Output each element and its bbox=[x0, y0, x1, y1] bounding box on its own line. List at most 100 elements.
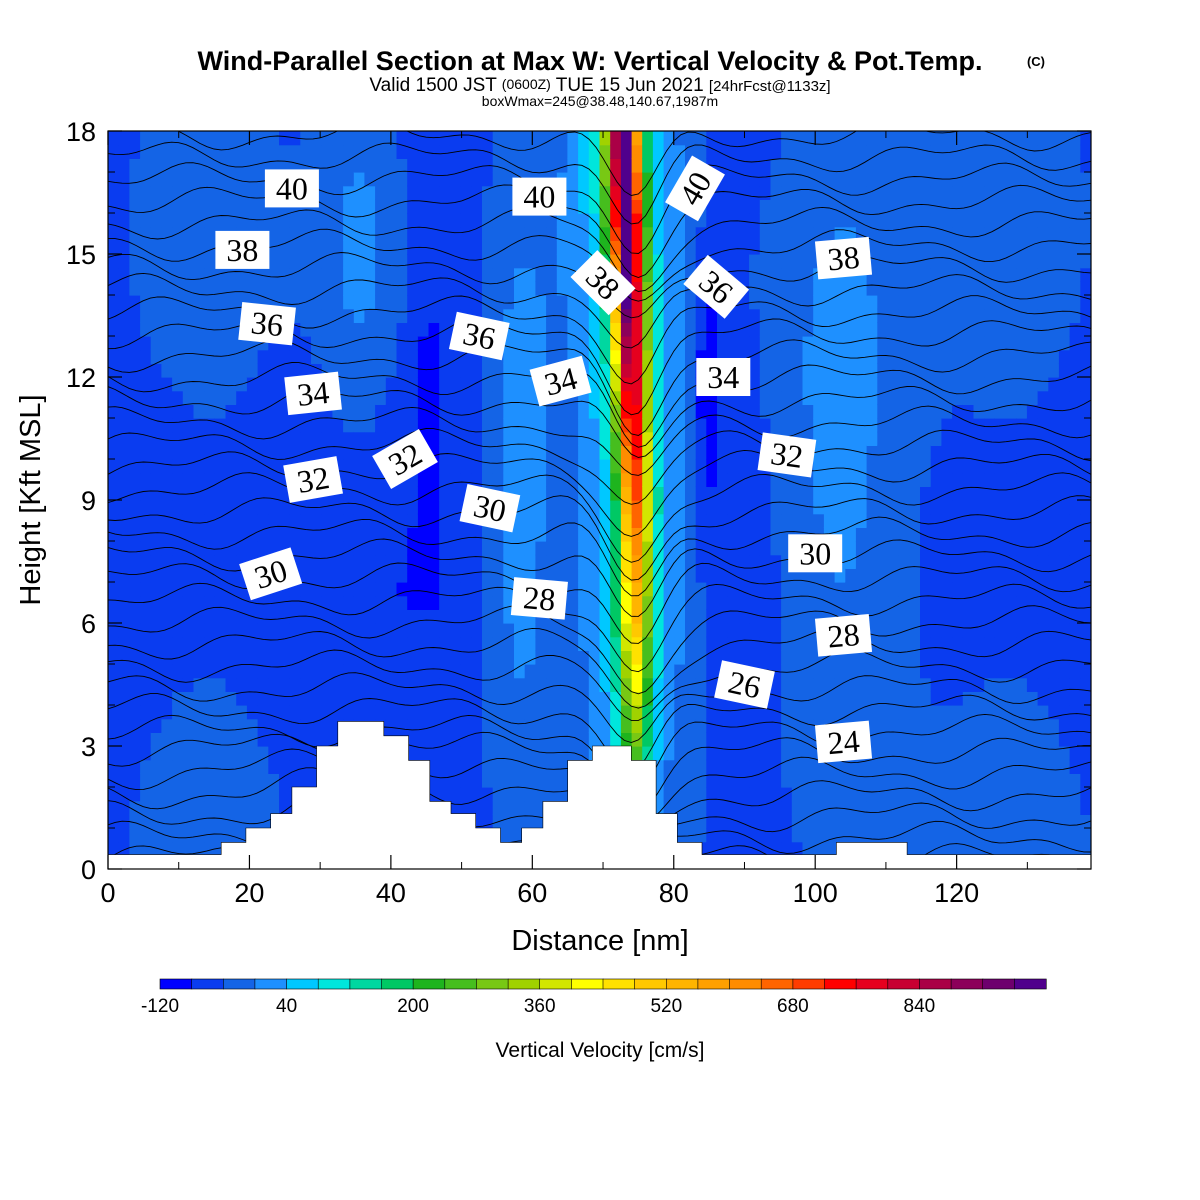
velocity-cell bbox=[791, 677, 804, 692]
velocity-cell bbox=[941, 773, 953, 788]
velocity-cell bbox=[994, 636, 1007, 651]
velocity-cell bbox=[1005, 267, 1017, 282]
velocity-cell bbox=[888, 746, 900, 761]
velocity-cell bbox=[503, 377, 515, 392]
velocity-cell bbox=[877, 418, 889, 433]
velocity-cell bbox=[1058, 158, 1071, 173]
velocity-cell bbox=[1048, 131, 1060, 146]
velocity-cell bbox=[866, 486, 878, 501]
velocity-cell bbox=[920, 486, 932, 501]
velocity-cell bbox=[1069, 500, 1081, 515]
velocity-cell bbox=[1080, 513, 1091, 528]
velocity-cell bbox=[952, 541, 964, 556]
velocity-cell bbox=[877, 486, 889, 501]
velocity-cell bbox=[695, 718, 707, 733]
velocity-cell bbox=[898, 773, 910, 788]
velocity-cell bbox=[973, 144, 985, 159]
velocity-cell bbox=[439, 295, 451, 310]
velocity-cell bbox=[813, 609, 825, 624]
velocity-cell bbox=[321, 158, 333, 173]
velocity-cell bbox=[994, 308, 1007, 323]
velocity-cell bbox=[738, 472, 750, 487]
velocity-cell bbox=[674, 158, 686, 173]
velocity-cell bbox=[802, 281, 814, 296]
velocity-cell bbox=[279, 691, 291, 706]
velocity-cell bbox=[898, 363, 910, 378]
velocity-cell bbox=[813, 582, 825, 597]
velocity-cell bbox=[845, 677, 857, 692]
velocity-cell bbox=[214, 459, 227, 474]
velocity-cell bbox=[567, 213, 579, 228]
velocity-cell bbox=[888, 254, 900, 269]
velocity-cell bbox=[257, 773, 269, 788]
velocity-cell bbox=[620, 336, 633, 351]
velocity-cell bbox=[396, 500, 408, 515]
velocity-cell bbox=[717, 322, 729, 337]
velocity-cell bbox=[599, 445, 611, 460]
velocity-cell bbox=[193, 595, 205, 610]
velocity-cell bbox=[823, 144, 836, 159]
velocity-cell bbox=[813, 445, 825, 460]
velocity-cell bbox=[460, 568, 472, 583]
velocity-cell bbox=[321, 144, 333, 159]
velocity-cell bbox=[1037, 431, 1049, 446]
velocity-cell bbox=[631, 623, 643, 638]
velocity-cell bbox=[1026, 131, 1039, 146]
velocity-cell bbox=[781, 582, 793, 597]
velocity-cell bbox=[920, 472, 932, 487]
velocity-cell bbox=[417, 185, 430, 200]
velocity-cell bbox=[108, 336, 120, 351]
velocity-cell bbox=[279, 158, 291, 173]
velocity-cell bbox=[759, 363, 772, 378]
velocity-cell bbox=[182, 267, 195, 282]
velocity-cell bbox=[642, 705, 654, 720]
velocity-cell bbox=[279, 746, 291, 761]
velocity-cell bbox=[161, 431, 173, 446]
velocity-cell bbox=[834, 759, 846, 774]
velocity-cell bbox=[685, 240, 697, 255]
velocity-cell bbox=[460, 787, 472, 802]
velocity-cell bbox=[962, 718, 975, 733]
velocity-cell bbox=[449, 172, 462, 187]
velocity-cell bbox=[172, 609, 184, 624]
velocity-cell bbox=[1048, 787, 1060, 802]
velocity-cell bbox=[343, 185, 355, 200]
velocity-cell bbox=[1058, 718, 1071, 733]
velocity-cell bbox=[663, 650, 675, 665]
velocity-cell bbox=[182, 308, 195, 323]
velocity-cell bbox=[193, 295, 205, 310]
velocity-cell bbox=[182, 636, 195, 651]
velocity-cell bbox=[845, 185, 857, 200]
velocity-cell bbox=[834, 363, 846, 378]
velocity-cell bbox=[353, 459, 366, 474]
velocity-cell bbox=[353, 336, 366, 351]
velocity-cell bbox=[738, 582, 750, 597]
velocity-cell bbox=[556, 431, 569, 446]
velocity-cell bbox=[727, 254, 739, 269]
velocity-cell bbox=[930, 541, 942, 556]
velocity-cell bbox=[962, 322, 975, 337]
velocity-cell bbox=[225, 732, 237, 747]
velocity-cell bbox=[845, 650, 857, 665]
velocity-cell bbox=[695, 746, 707, 761]
velocity-cell bbox=[471, 787, 483, 802]
velocity-cell bbox=[503, 336, 515, 351]
velocity-cell bbox=[695, 636, 707, 651]
velocity-cell bbox=[706, 199, 718, 214]
velocity-cell bbox=[877, 295, 889, 310]
velocity-cell bbox=[257, 718, 269, 733]
velocity-cell bbox=[610, 185, 622, 200]
velocity-cell bbox=[578, 459, 590, 474]
velocity-cell bbox=[898, 746, 910, 761]
velocity-cell bbox=[888, 773, 900, 788]
velocity-cell bbox=[802, 650, 814, 665]
velocity-cell bbox=[834, 513, 846, 528]
velocity-cell bbox=[353, 185, 366, 200]
velocity-cell bbox=[150, 582, 162, 597]
velocity-cell bbox=[161, 377, 173, 392]
velocity-cell bbox=[962, 472, 975, 487]
velocity-cell bbox=[439, 609, 451, 624]
velocity-cell bbox=[129, 459, 141, 474]
velocity-cell bbox=[695, 295, 707, 310]
velocity-cell bbox=[471, 691, 483, 706]
